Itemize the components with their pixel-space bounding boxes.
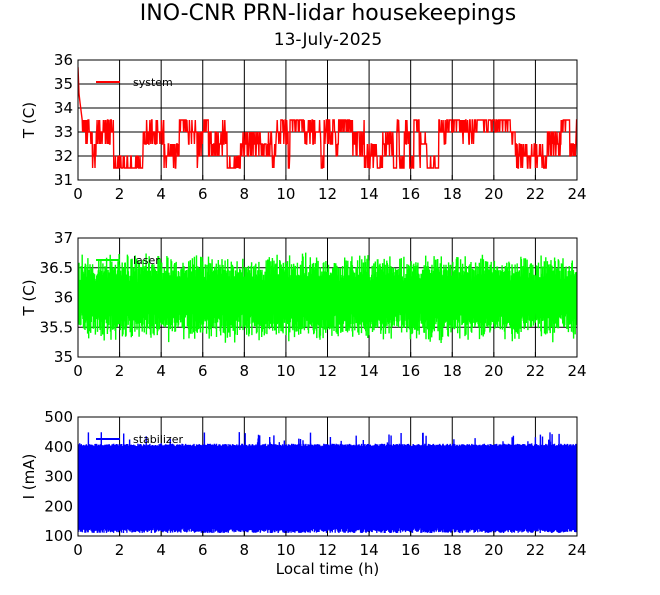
x-tick-label: 6 bbox=[198, 541, 208, 559]
x-tick-label: 8 bbox=[240, 185, 250, 203]
x-tick-label: 4 bbox=[156, 541, 166, 559]
x-tick-label: 8 bbox=[240, 362, 250, 380]
y-axis-label: I (mA) bbox=[20, 454, 38, 500]
x-tick-label: 10 bbox=[276, 362, 295, 380]
y-tick-label: 36 bbox=[54, 51, 73, 69]
x-tick-label: 4 bbox=[156, 362, 166, 380]
x-tick-label: 24 bbox=[567, 185, 586, 203]
legend-label-stabilizer: stabilizer bbox=[133, 433, 183, 446]
legend-label-system: system bbox=[133, 76, 173, 89]
y-tick-label: 33 bbox=[54, 123, 73, 141]
x-tick-label: 6 bbox=[198, 185, 208, 203]
x-tick-label: 18 bbox=[443, 362, 462, 380]
x-tick-label: 16 bbox=[401, 541, 420, 559]
x-axis-label: Local time (h) bbox=[276, 560, 380, 578]
y-tick-label: 400 bbox=[44, 438, 73, 456]
chart-title: INO-CNR PRN-lidar housekeepings bbox=[140, 1, 516, 26]
y-tick-label: 34 bbox=[54, 99, 73, 117]
y-tick-label: 35.5 bbox=[40, 318, 73, 336]
x-tick-label: 10 bbox=[276, 541, 295, 559]
y-tick-label: 35 bbox=[54, 348, 73, 366]
x-tick-label: 24 bbox=[567, 362, 586, 380]
x-tick-label: 16 bbox=[401, 185, 420, 203]
x-tick-label: 6 bbox=[198, 362, 208, 380]
x-tick-label: 0 bbox=[73, 362, 83, 380]
x-tick-label: 22 bbox=[526, 541, 545, 559]
x-tick-label: 14 bbox=[360, 541, 379, 559]
x-tick-label: 10 bbox=[276, 185, 295, 203]
x-tick-label: 0 bbox=[73, 541, 83, 559]
x-tick-label: 2 bbox=[115, 185, 125, 203]
x-tick-label: 0 bbox=[73, 185, 83, 203]
x-tick-label: 16 bbox=[401, 362, 420, 380]
series-line-stabilizer bbox=[78, 432, 577, 534]
chart-subtitle: 13-July-2025 bbox=[274, 30, 382, 50]
x-tick-label: 20 bbox=[484, 362, 503, 380]
x-tick-label: 20 bbox=[484, 185, 503, 203]
x-tick-label: 2 bbox=[115, 362, 125, 380]
x-tick-label: 18 bbox=[443, 541, 462, 559]
x-tick-label: 12 bbox=[318, 185, 337, 203]
y-axis-label: T (C) bbox=[20, 279, 38, 316]
x-tick-label: 12 bbox=[318, 362, 337, 380]
x-tick-label: 22 bbox=[526, 362, 545, 380]
series-line-system bbox=[78, 67, 577, 169]
y-tick-label: 32 bbox=[54, 147, 73, 165]
y-tick-label: 200 bbox=[44, 497, 73, 515]
y-tick-label: 500 bbox=[44, 408, 73, 426]
y-tick-label: 36.5 bbox=[40, 259, 73, 277]
legend-label-laser: laser bbox=[133, 254, 160, 267]
x-tick-label: 24 bbox=[567, 541, 586, 559]
x-tick-label: 14 bbox=[360, 362, 379, 380]
y-tick-label: 36 bbox=[54, 289, 73, 307]
y-tick-label: 100 bbox=[44, 527, 73, 545]
x-tick-label: 18 bbox=[443, 185, 462, 203]
y-tick-label: 31 bbox=[54, 171, 73, 189]
series-line-laser bbox=[78, 252, 577, 344]
x-tick-label: 4 bbox=[156, 185, 166, 203]
y-tick-label: 37 bbox=[54, 229, 73, 247]
y-axis-label: T (C) bbox=[20, 102, 38, 139]
y-tick-label: 35 bbox=[54, 75, 73, 93]
x-tick-label: 12 bbox=[318, 541, 337, 559]
x-tick-label: 22 bbox=[526, 185, 545, 203]
x-tick-label: 8 bbox=[240, 541, 250, 559]
x-tick-label: 20 bbox=[484, 541, 503, 559]
x-tick-label: 14 bbox=[360, 185, 379, 203]
y-tick-label: 300 bbox=[44, 468, 73, 486]
x-tick-label: 2 bbox=[115, 541, 125, 559]
